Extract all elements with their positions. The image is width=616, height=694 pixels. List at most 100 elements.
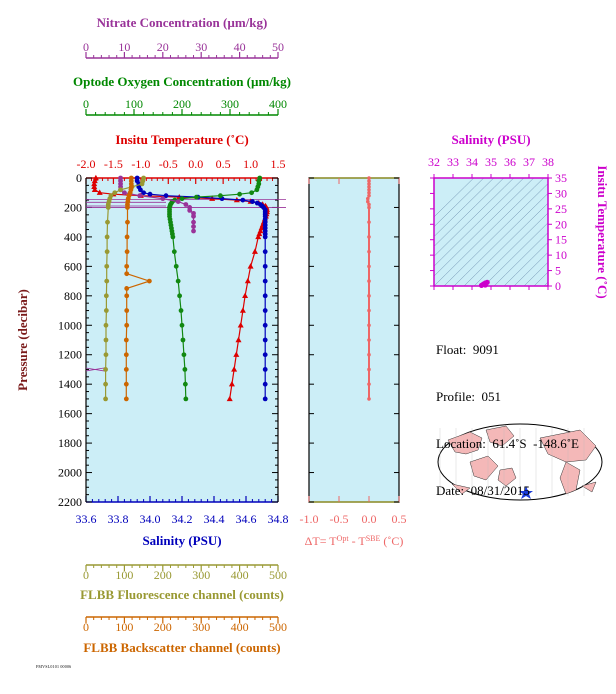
nitrate-point <box>160 196 166 202</box>
backscatter-point <box>125 205 130 210</box>
temperature-point <box>91 180 98 187</box>
salinity-tick-label: 34.6 <box>236 512 257 526</box>
salinity-tick-label: 34.0 <box>140 512 161 526</box>
delta-point <box>367 279 371 283</box>
delta-point <box>367 220 371 224</box>
ts-x-tick-label: 35 <box>485 155 497 169</box>
oxygen-point <box>182 381 188 387</box>
temperature-tick-label: -1.0 <box>131 157 150 171</box>
delta-tick-label: -0.5 <box>330 512 349 526</box>
delta-point <box>367 185 371 189</box>
oxygen-point <box>182 367 188 372</box>
salinity-point <box>163 193 169 199</box>
float-id-text: Float: 9091 <box>436 342 499 357</box>
backscatter-axis-label: FLBB Backscatter channel (counts) <box>83 640 280 655</box>
temperature-point <box>231 366 238 372</box>
float-location-star <box>519 486 533 499</box>
pressure-tick-label: 1600 <box>58 407 82 421</box>
ts-contour <box>493 232 548 286</box>
ts-x-tick-label: 37 <box>523 155 535 169</box>
oxygen-point <box>180 337 186 343</box>
map-landmass <box>497 467 517 487</box>
ts-contour <box>434 178 515 257</box>
ts-y-tick-label: 15 <box>555 233 567 247</box>
delta-point <box>367 382 371 386</box>
ts-point <box>482 282 488 288</box>
nitrate-flag-line <box>85 367 105 372</box>
temperature-point <box>239 307 246 313</box>
location-map <box>437 423 603 501</box>
delta-point <box>367 294 371 298</box>
delta-tick-label: 0.5 <box>392 512 407 526</box>
temperature-point <box>91 186 98 192</box>
pressure-tick-label: 2200 <box>58 495 82 509</box>
oxygen-series <box>167 175 263 402</box>
backscatter-tick-label: 100 <box>115 620 133 634</box>
ts-contour <box>434 178 505 247</box>
delta-tick-label: -1.0 <box>300 512 319 526</box>
delta-point <box>366 196 370 201</box>
nitrate-axis-label: Nitrate Concentration (µm/kg) <box>97 15 268 30</box>
salinity-axis-label: Salinity (PSU) <box>142 533 221 548</box>
temperature-axis-label: Insitu Temperature (˚C) <box>115 132 248 147</box>
delta-point <box>367 352 371 357</box>
ts-y-tick-label: 5 <box>555 264 561 278</box>
temperature-tick-label: 1.0 <box>243 157 258 171</box>
pressure-axis-label: Pressure (decibar) <box>15 289 30 391</box>
oxygen-point <box>175 278 181 284</box>
temperature-tick-label: 0.5 <box>216 157 231 171</box>
backscatter-point <box>124 263 130 269</box>
delta-point <box>367 202 371 207</box>
ts-y-tick-label: 10 <box>555 248 567 262</box>
temperature-point <box>228 380 235 387</box>
oxygen-point <box>254 187 260 193</box>
temperature-point <box>251 248 258 254</box>
oxygen-tick-label: 400 <box>269 97 287 111</box>
backscatter-point <box>124 322 130 328</box>
backscatter-tick-label: 200 <box>154 620 172 634</box>
salinity-point <box>262 249 268 255</box>
ts-x-axis-label: Salinity (PSU) <box>451 132 530 147</box>
temperature-point <box>237 322 244 328</box>
ts-x-tick-label: 33 <box>447 155 459 169</box>
delta-point <box>367 193 371 198</box>
delta-point <box>367 205 371 210</box>
oxygen-point <box>179 322 185 328</box>
ts-y-tick-label: 35 <box>555 171 567 185</box>
oxygen-point <box>181 352 187 358</box>
fluorescence-point <box>104 249 110 255</box>
ts-contour <box>473 212 548 286</box>
nitrate-series <box>118 175 196 234</box>
backscatter-tick-label: 500 <box>269 620 287 634</box>
fluorescence-tick-label: 200 <box>154 568 172 582</box>
ts-y-tick-label: 25 <box>555 202 567 216</box>
nitrate-point <box>122 190 127 196</box>
pressure-tick-label: 600 <box>64 259 82 273</box>
file-stamp: FMVSL0101 00006 <box>36 664 72 669</box>
nitrate-point <box>137 193 143 199</box>
map-landmass <box>485 425 515 447</box>
salinity-point <box>262 367 268 372</box>
ts-plot-background <box>434 178 548 286</box>
oxygen-point <box>179 196 185 202</box>
pressure-tick-label: 0 <box>76 171 82 185</box>
fluorescence-point <box>103 396 108 402</box>
nitrate-tick-label: 30 <box>195 40 207 54</box>
oxygen-tick-label: 0 <box>83 97 89 111</box>
delta-point <box>367 323 371 328</box>
pressure-tick-label: 800 <box>64 289 82 303</box>
ts-y-tick-label: 20 <box>555 217 567 231</box>
nitrate-point <box>191 228 196 234</box>
fluorescence-point <box>105 205 111 210</box>
temperature-point <box>235 336 242 343</box>
ts-x-tick-label: 36 <box>504 155 516 169</box>
ts-contour <box>483 222 548 286</box>
nitrate-point <box>175 199 181 204</box>
ts-y-tick-label: 30 <box>555 186 567 200</box>
fluorescence-axis: 0 100 200 300 400 500 FLBB Fluorescence channe… <box>80 564 287 602</box>
delta-point <box>366 199 370 204</box>
delta-point <box>367 308 371 313</box>
ts-y-axis-label: Insitu Temperature (˚C) <box>595 165 610 298</box>
fluorescence-point <box>112 190 118 196</box>
